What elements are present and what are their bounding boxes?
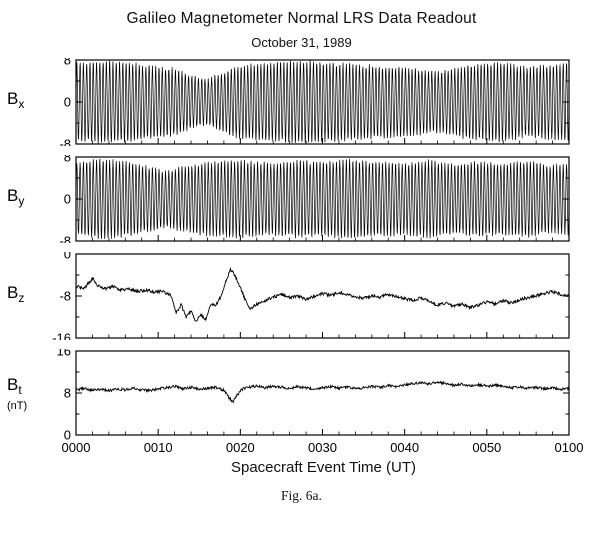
panel-plot-bt: 0 8 16 0000 0010 0020 0030 0040 0050 0100 <box>57 349 584 455</box>
panel-plot-by: -8 0 8 <box>59 155 570 244</box>
panel-by-label-sub: y <box>18 194 25 208</box>
figure-caption: Fig. 6a. <box>281 488 322 503</box>
panel-bx-label: Bx <box>7 90 44 113</box>
panel-bt-label-sub: t <box>18 383 22 397</box>
chart-date-subtitle: October 31, 1989 <box>251 35 352 50</box>
panel-bz: Bz -16 -8 0 <box>0 252 603 340</box>
panel-bt-label-col: Bt (nT) <box>0 349 44 455</box>
panel-bz-label: Bz <box>7 284 44 307</box>
chart-title: Galileo Magnetometer Normal LRS Data Rea… <box>126 10 477 27</box>
svg-text:0010: 0010 <box>144 440 173 455</box>
panel-by-label-main: B <box>7 186 19 205</box>
svg-text:-16: -16 <box>52 331 71 341</box>
panel-by: By -8 0 8 <box>0 155 603 243</box>
panel-bx-label-col: Bx <box>0 58 44 146</box>
svg-text:0050: 0050 <box>472 440 501 455</box>
panel-bx: Bx -8 0 8 <box>0 58 603 146</box>
panel-bx-label-sub: x <box>18 97 25 111</box>
svg-text:-8: -8 <box>59 234 71 244</box>
svg-text:0020: 0020 <box>226 440 255 455</box>
panel-bt-label-main: B <box>7 375 19 394</box>
svg-text:8: 8 <box>64 58 71 68</box>
svg-text:0100: 0100 <box>555 440 584 455</box>
svg-text:-8: -8 <box>59 289 71 304</box>
svg-text:-8: -8 <box>59 137 71 147</box>
x-axis-title: Spacecraft Event Time (UT) <box>230 459 417 476</box>
panel-by-label-col: By <box>0 155 44 243</box>
panel-bz-label-sub: z <box>18 291 25 305</box>
svg-text:0040: 0040 <box>390 440 419 455</box>
svg-text:0: 0 <box>64 428 71 443</box>
svg-text:16: 16 <box>57 349 71 359</box>
svg-text:0030: 0030 <box>308 440 337 455</box>
panel-bt-unit: (nT) <box>7 400 28 412</box>
svg-text:0: 0 <box>64 192 71 207</box>
svg-text:8: 8 <box>64 155 71 165</box>
panel-plot-bz: -16 -8 0 <box>52 252 570 341</box>
panel-bz-label-main: B <box>7 283 19 302</box>
svg-text:0: 0 <box>64 252 71 262</box>
panel-bz-label-col: Bz <box>0 252 44 340</box>
svg-text:0000: 0000 <box>62 440 91 455</box>
svg-text:8: 8 <box>64 386 71 401</box>
panel-plot-bx: -8 0 8 <box>59 58 570 147</box>
panel-bt-label: Bt <box>7 376 44 399</box>
panel-bt: Bt (nT) 0 8 16 0000 0010 0020 0030 0040 0050 0100 <box>0 349 603 455</box>
svg-text:0: 0 <box>64 95 71 110</box>
panel-bx-label-main: B <box>7 89 19 108</box>
panel-by-label: By <box>7 187 44 210</box>
